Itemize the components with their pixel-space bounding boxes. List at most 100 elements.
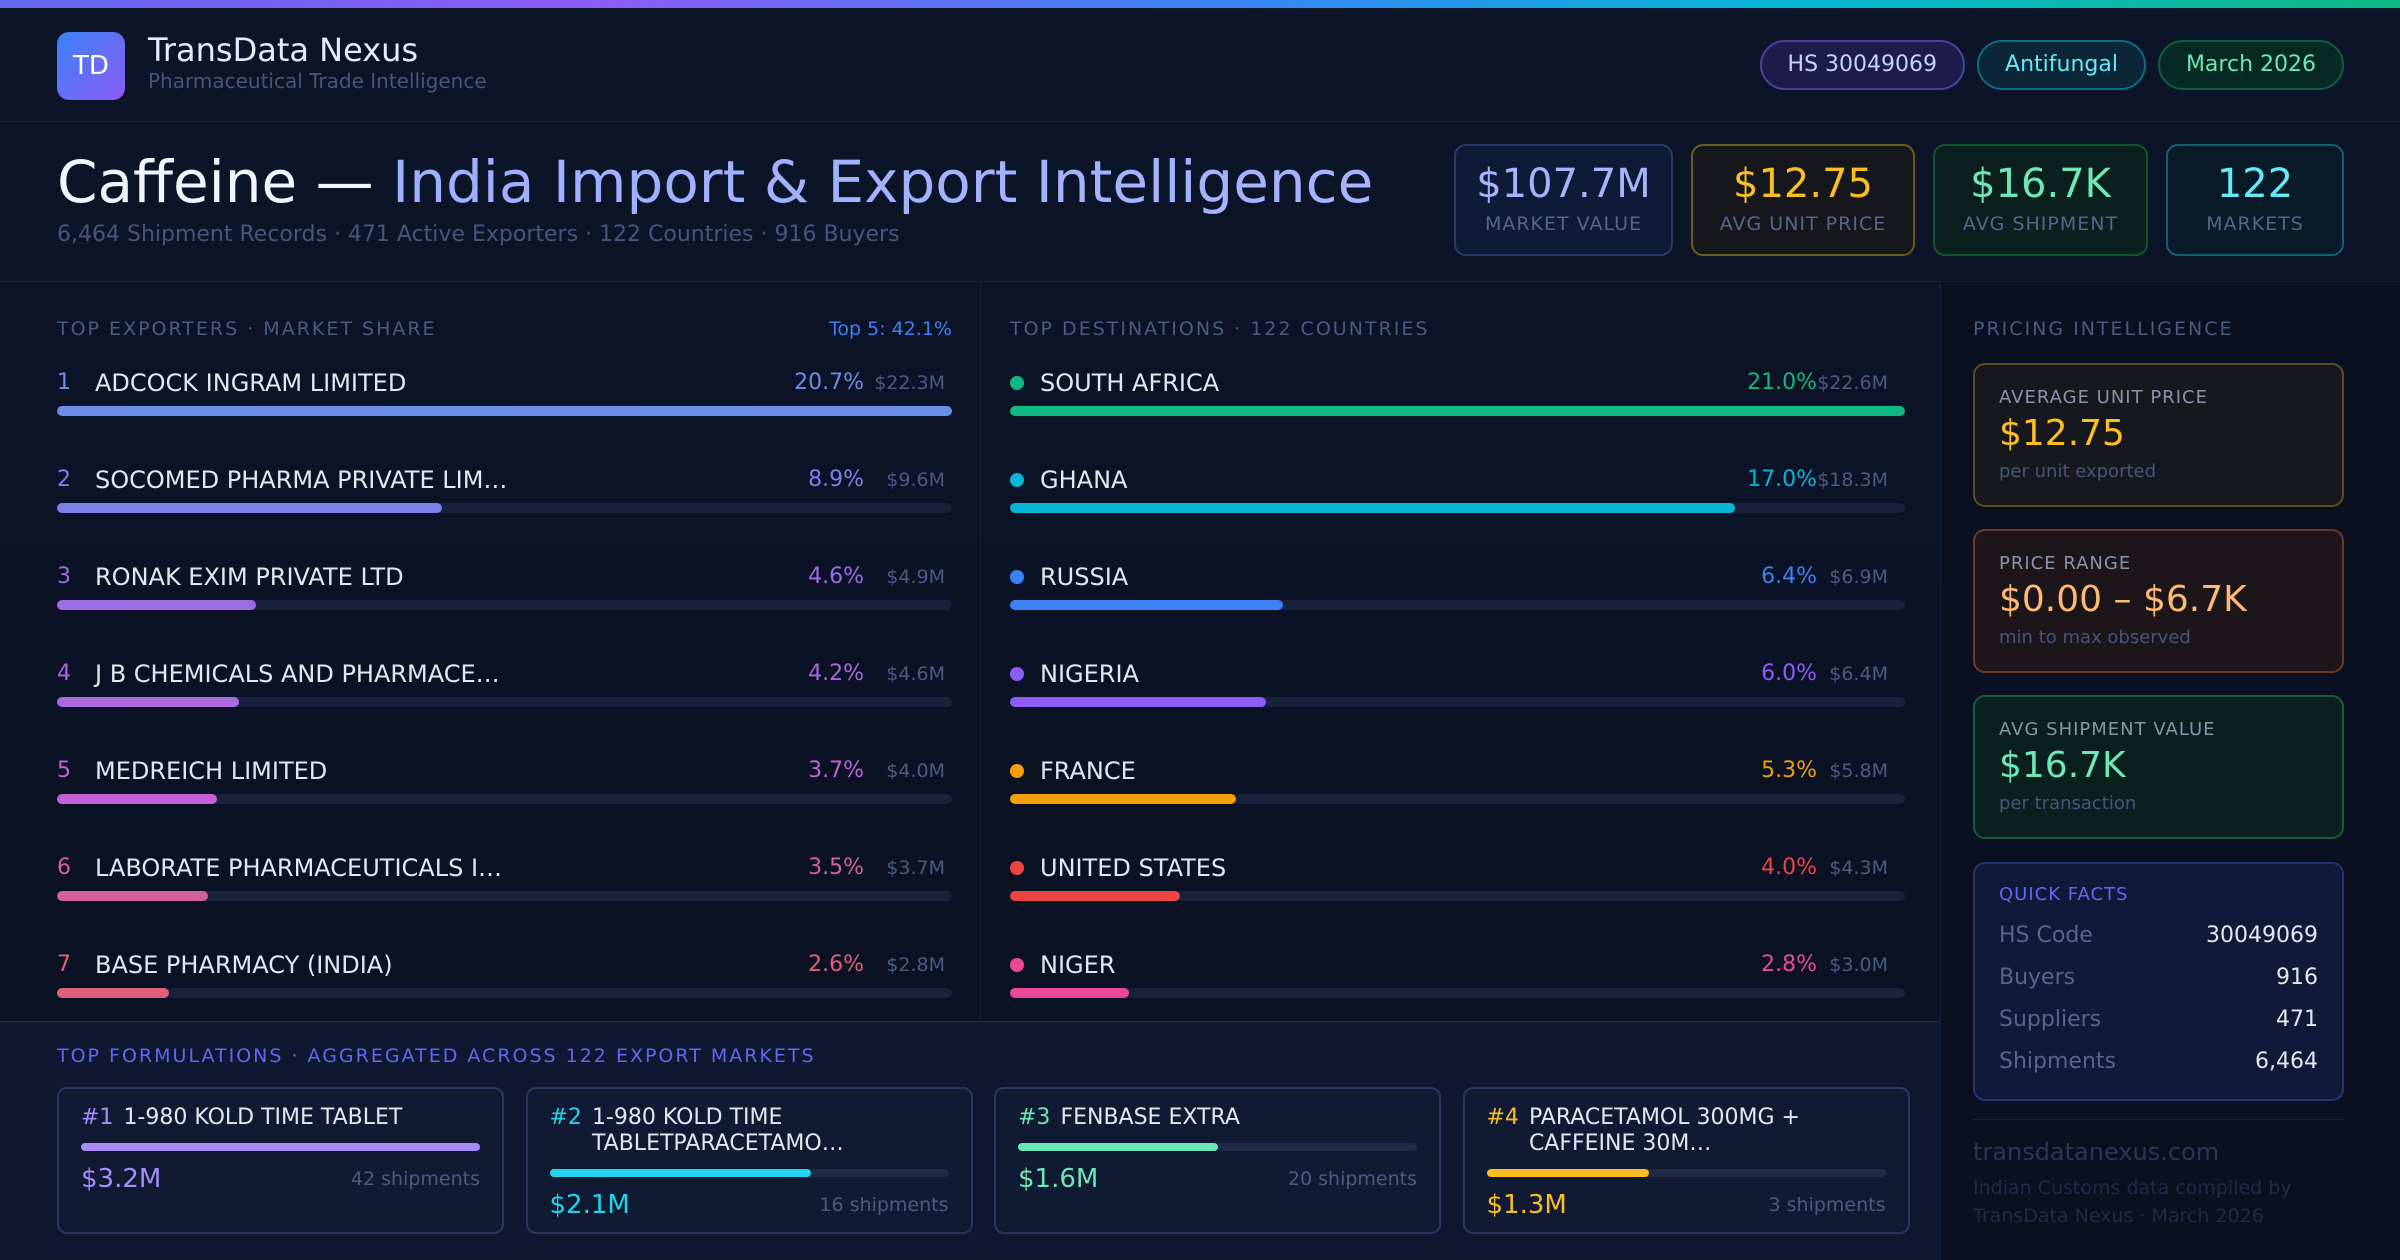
logo: TD bbox=[57, 32, 125, 100]
value-label: $9.6M bbox=[886, 469, 945, 491]
color-dot bbox=[1010, 667, 1024, 681]
footer-divider bbox=[1973, 1119, 2344, 1120]
card-track bbox=[81, 1143, 480, 1151]
card-shipments: 20 shipments bbox=[1287, 1168, 1417, 1190]
share-bar bbox=[1010, 697, 1266, 707]
share-bar bbox=[57, 406, 952, 416]
card-foot: $3.2M 42 shipments bbox=[81, 1164, 480, 1194]
share-label: 4.2% bbox=[808, 661, 864, 686]
fact-row: Suppliers 471 bbox=[1999, 998, 2318, 1040]
card-shipments: 42 shipments bbox=[350, 1168, 480, 1190]
footer-site: transdatanexus.com bbox=[1973, 1138, 2220, 1166]
card-head: #2 1-980 KOLD TIME TABLETPARACETAMO… bbox=[550, 1105, 949, 1157]
rank: 3 bbox=[57, 564, 71, 589]
card-track bbox=[549, 1169, 949, 1177]
bar-track bbox=[57, 406, 952, 416]
item-name: MEDREICH LIMITED bbox=[95, 757, 328, 785]
bar-track bbox=[1010, 794, 1905, 804]
rank: 5 bbox=[57, 758, 71, 783]
color-dot bbox=[1010, 570, 1024, 584]
color-dot bbox=[1010, 376, 1024, 390]
bar-track bbox=[57, 794, 952, 804]
card-rank: #4 bbox=[1486, 1105, 1519, 1130]
item-name: RONAK EXIM PRIVATE LTD bbox=[95, 563, 404, 591]
value-label: $3.0M bbox=[1829, 954, 1888, 976]
item-name: SOCOMED PHARMA PRIVATE LIM… bbox=[95, 466, 508, 494]
panel-divider bbox=[980, 282, 981, 1021]
card-bar bbox=[549, 1169, 812, 1177]
title-lead: Caffeine — bbox=[57, 148, 374, 216]
price-value: $12.75 bbox=[1999, 413, 2125, 454]
tagline: Pharmaceutical Trade Intelligence bbox=[148, 69, 487, 93]
price-card: AVERAGE UNIT PRICE $12.75 per unit exporte… bbox=[1973, 363, 2344, 507]
card-track bbox=[1018, 1143, 1417, 1151]
value-label: $4.6M bbox=[886, 663, 945, 685]
rank: 2 bbox=[57, 467, 71, 492]
section-title: TOP DESTINATIONS · 122 COUNTRIES bbox=[1010, 318, 1430, 340]
price-value: $16.7K bbox=[1999, 745, 2126, 786]
fact-value: 471 bbox=[2276, 1006, 2318, 1032]
brand: TransData Nexus bbox=[148, 31, 419, 69]
value-label: $6.4M bbox=[1829, 663, 1888, 685]
item-name: ADCOCK INGRAM LIMITED bbox=[95, 369, 407, 397]
rank: 1 bbox=[57, 370, 71, 395]
kpi-card: $16.7K AVG SHIPMENT bbox=[1933, 144, 2148, 256]
card-head: #4 PARACETAMOL 300MG + CAFFEINE 30M… bbox=[1487, 1105, 1886, 1157]
share-label: 2.8% bbox=[1761, 952, 1817, 977]
value-label: $3.7M bbox=[886, 857, 945, 879]
share-label: 4.6% bbox=[808, 564, 864, 589]
kpi-value: $16.7K bbox=[1970, 161, 2111, 207]
share-bar bbox=[1010, 794, 1236, 804]
kpi-card: 122 MARKETS bbox=[2166, 144, 2344, 256]
value-label: $6.9M bbox=[1829, 566, 1888, 588]
price-label: AVG SHIPMENT VALUE bbox=[1999, 719, 2216, 740]
section-badge: Top 5: 42.1% bbox=[829, 318, 952, 340]
card-bar bbox=[81, 1143, 480, 1151]
share-label: 6.4% bbox=[1761, 564, 1817, 589]
share-label: 4.0% bbox=[1761, 855, 1817, 880]
card-value: $2.1M bbox=[549, 1190, 630, 1220]
section-title: PRICING INTELLIGENCE bbox=[1973, 318, 2234, 340]
share-bar bbox=[1010, 503, 1735, 513]
item-name: SOUTH AFRICA bbox=[1040, 369, 1220, 397]
share-label: 3.5% bbox=[808, 855, 864, 880]
item-name: RUSSIA bbox=[1040, 563, 1129, 591]
fact-value: 30049069 bbox=[2206, 922, 2318, 948]
fact-label: HS Code bbox=[1999, 922, 2093, 948]
card-shipments: 3 shipments bbox=[1768, 1194, 1886, 1216]
section-title: TOP EXPORTERS · MARKET SHARE bbox=[57, 318, 437, 340]
rank: 7 bbox=[57, 952, 71, 977]
price-note: per transaction bbox=[1999, 793, 2137, 814]
value-label: $22.6M bbox=[1817, 372, 1888, 394]
card-rank: #3 bbox=[1018, 1105, 1051, 1130]
formulation-card: #3 FENBASE EXTRA $1.6M 20 shipments bbox=[994, 1087, 1441, 1234]
card-name: FENBASE EXTRA bbox=[1060, 1105, 1240, 1130]
hero-title: Caffeine — India Import & Export Intelli… bbox=[57, 144, 1373, 220]
value-label: $2.8M bbox=[886, 954, 945, 976]
item-name: NIGER bbox=[1040, 951, 1116, 979]
rank: 6 bbox=[57, 855, 71, 880]
share-label: 8.9% bbox=[808, 467, 864, 492]
share-bar bbox=[57, 794, 217, 804]
card-foot: $1.6M 20 shipments bbox=[1018, 1164, 1417, 1194]
item-name: UNITED STATES bbox=[1040, 854, 1227, 882]
color-dot bbox=[1010, 473, 1024, 487]
card-head: #1 1-980 KOLD TIME TABLET bbox=[81, 1105, 480, 1131]
price-label: AVERAGE UNIT PRICE bbox=[1999, 387, 2208, 408]
card-track bbox=[1486, 1169, 1886, 1177]
color-dot bbox=[1010, 861, 1024, 875]
share-label: 3.7% bbox=[808, 758, 864, 783]
fact-value: 916 bbox=[2276, 964, 2318, 990]
kpi-label: AVG UNIT PRICE bbox=[1719, 213, 1887, 235]
bar-track bbox=[1010, 988, 1905, 998]
bar-track bbox=[1010, 891, 1905, 901]
bar-track bbox=[1010, 600, 1905, 610]
kpi-card: $12.75 AVG UNIT PRICE bbox=[1691, 144, 1915, 256]
color-dot bbox=[1010, 764, 1024, 778]
hero-divider bbox=[0, 281, 2400, 282]
tag-pill: Antifungal bbox=[1977, 40, 2146, 90]
bar-track bbox=[57, 600, 952, 610]
value-label: $4.3M bbox=[1829, 857, 1888, 879]
card-value: $1.6M bbox=[1018, 1164, 1099, 1194]
kpi-label: MARKET VALUE bbox=[1484, 213, 1643, 235]
